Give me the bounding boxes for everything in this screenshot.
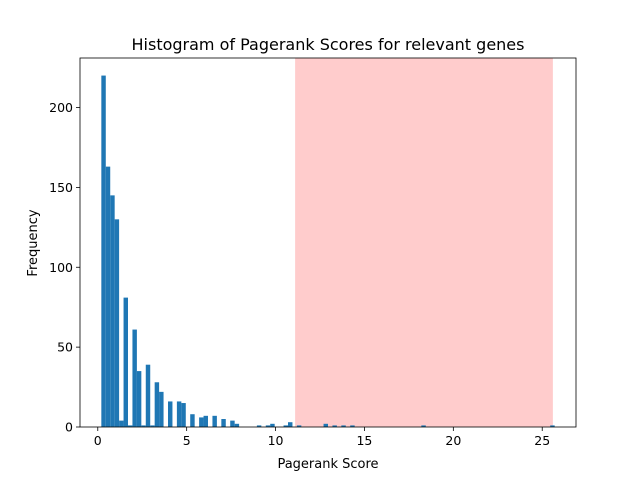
y-tick-label: 0 [65, 420, 73, 435]
histogram-bar [136, 371, 142, 427]
histogram-bar [105, 166, 111, 427]
histogram-bar [181, 403, 186, 427]
histogram-bar [132, 329, 137, 427]
histogram-bar [421, 425, 426, 427]
y-tick-label: 200 [49, 100, 73, 115]
histogram-bar [256, 425, 262, 427]
axes-frame [79, 57, 577, 428]
y-tick-label: 150 [49, 180, 73, 195]
x-tick-label: 25 [534, 433, 550, 448]
x-tick-label: 5 [183, 433, 191, 448]
x-axis-label: Pagerank Score [277, 457, 378, 472]
histogram-bar [341, 425, 346, 427]
histogram-bar [332, 425, 337, 427]
histogram-bar [323, 423, 328, 427]
histogram-bar [212, 415, 217, 427]
x-tick-label: 15 [356, 433, 372, 448]
histogram-bar [101, 75, 106, 428]
y-tick-label: 50 [57, 340, 73, 355]
plot-area: 0 5 10 15 20 25 0 50 100 150 200 [49, 57, 577, 448]
histogram-bar [203, 415, 208, 427]
y-axis-label: Frequency [26, 209, 41, 276]
histogram-bar [145, 364, 151, 427]
histogram-bar [221, 419, 226, 427]
histogram-bar [230, 420, 235, 427]
histogram-bar [265, 425, 271, 427]
chart-title: Histogram of Pagerank Scores for relevan… [132, 35, 525, 54]
x-tick-label: 20 [445, 433, 461, 448]
histogram-bar [199, 417, 204, 427]
histogram-bar [350, 425, 355, 427]
histogram-bar [168, 401, 173, 427]
x-tick-label: 10 [268, 433, 284, 448]
histogram-bar [123, 297, 128, 427]
histogram-bar [150, 425, 155, 427]
histogram-bar [114, 219, 120, 427]
histogram-bar [110, 195, 115, 427]
histogram-bar [296, 425, 302, 427]
highlight-region [295, 58, 553, 427]
y-tick-label: 100 [49, 260, 73, 275]
histogram-bar [283, 425, 288, 427]
histogram-bar [288, 422, 293, 427]
histogram-bar [119, 420, 124, 427]
histogram-bar [550, 425, 555, 427]
histogram-bar [270, 423, 275, 427]
histogram-bar [154, 382, 160, 427]
histogram-bar [141, 425, 146, 427]
histogram-bar [159, 391, 164, 427]
histogram-bar [176, 401, 182, 427]
x-tick-label: 0 [94, 433, 102, 448]
histogram-bar [128, 425, 133, 427]
histogram-bar [234, 423, 240, 427]
histogram-bar [190, 414, 195, 427]
